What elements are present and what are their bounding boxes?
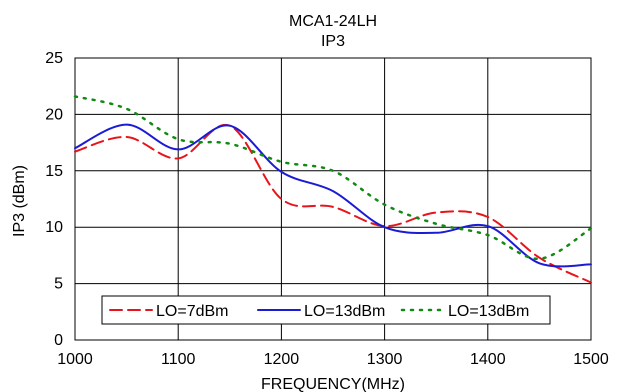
series-line-2 (74, 123, 592, 268)
x-tick-label: 1400 (470, 351, 506, 368)
y-tick-label: 20 (45, 106, 63, 123)
tick-labels: 1000 1100 1200 1300 1400 1500 0 5 10 15 20 25 (45, 50, 609, 368)
legend-box (101, 295, 551, 325)
y-tick-label: 10 (45, 219, 63, 236)
y-tick-label: 5 (54, 276, 63, 293)
legend-label-3: LO=13dBm (448, 303, 529, 320)
series-line-1 (74, 123, 592, 284)
y-tick-label: 0 (54, 332, 63, 349)
legend-label-2: LO=13dBm (304, 303, 385, 320)
x-tick-label: 1300 (367, 351, 403, 368)
series-lines (73, 95, 593, 284)
legend-label-1: LO=7dBm (156, 303, 228, 320)
x-tick-label: 1200 (264, 351, 300, 368)
chart-title: MCA1-24LH (289, 13, 377, 30)
chart-subtitle: IP3 (321, 33, 345, 50)
x-tick-label: 1500 (573, 351, 609, 368)
y-axis-label: IP3 (dBm) (11, 165, 28, 237)
y-tick-label: 25 (45, 50, 63, 67)
y-tick-label: 15 (45, 163, 63, 180)
plot-area (74, 57, 592, 341)
series-line-3 (73, 95, 593, 261)
legend: LO=7dBm LO=13dBm LO=13dBm (101, 295, 551, 325)
x-tick-label: 1000 (57, 351, 93, 368)
x-axis-label: FREQUENCY(MHz) (261, 376, 405, 392)
x-tick-label: 1100 (161, 351, 196, 368)
